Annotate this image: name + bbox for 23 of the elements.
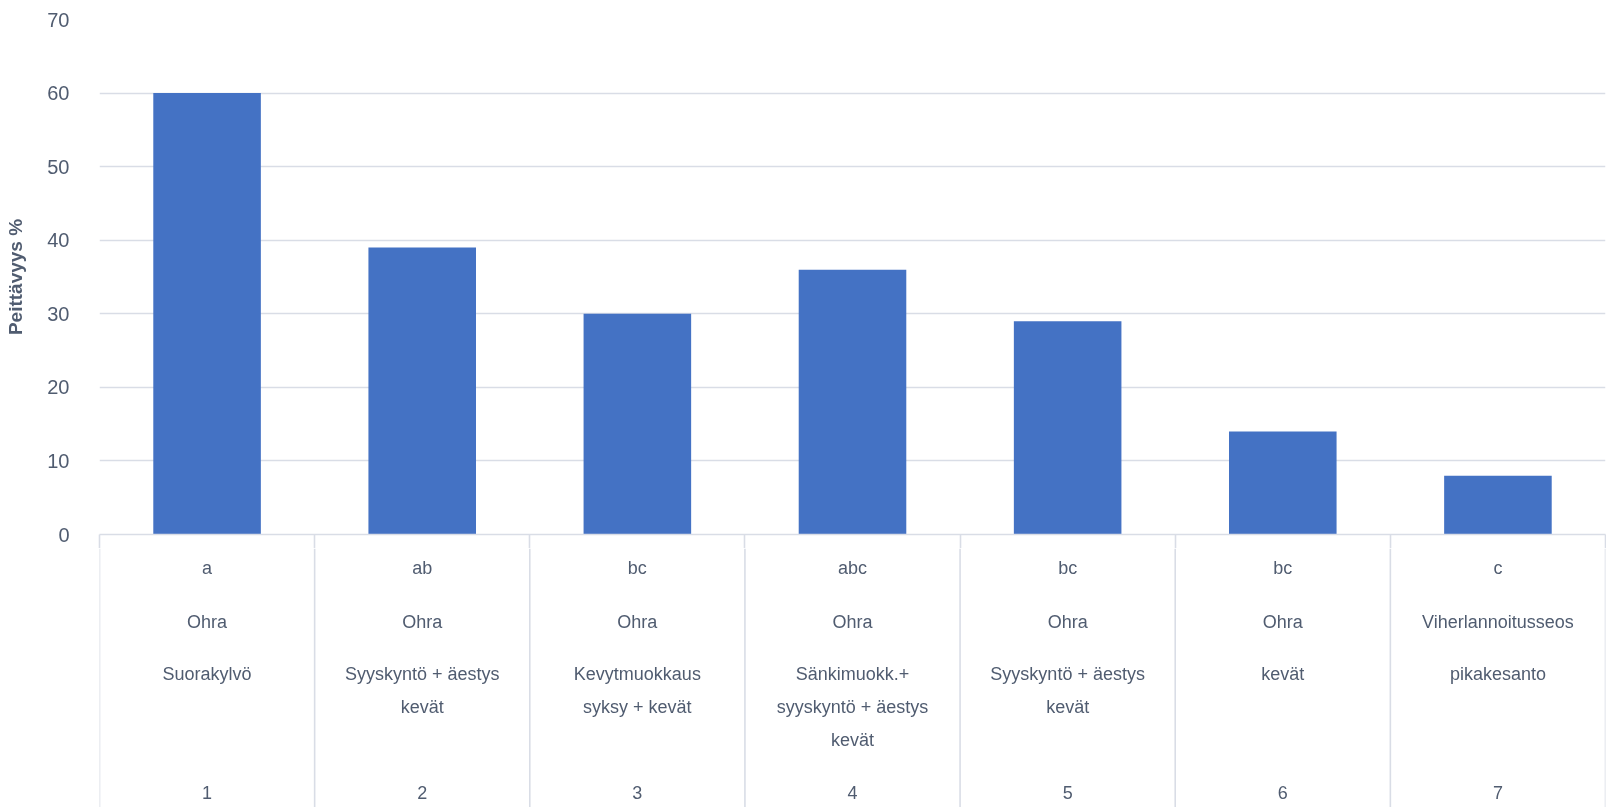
bar [1229, 431, 1337, 535]
y-tick-label: 40 [47, 229, 70, 252]
category-label: bc Ohra Kevytmuokkaus syksy + kevät 3 [573, 557, 701, 803]
bar [798, 269, 907, 535]
bar [153, 93, 261, 535]
bar [583, 313, 692, 535]
bar [1013, 321, 1122, 535]
y-tick-label: 10 [47, 449, 70, 472]
category-label: bc Ohra kevät 6 [1261, 557, 1305, 803]
category-label: abc Ohra Sänkimuokk.+ syyskyntö + äestys kevät 4 [776, 557, 929, 803]
bar [368, 247, 476, 535]
y-tick-label: 70 [47, 8, 70, 31]
category-label: ab Ohra Syyskyntö + äestys kevät 2 [344, 557, 500, 803]
y-tick-label: 20 [47, 376, 70, 399]
y-tick-label: 50 [47, 155, 70, 178]
y-axis-title: Peittävyys % [5, 218, 27, 336]
category-label: c Viherlannoitusseos pikakesanto 7 [1422, 557, 1574, 803]
category-label: a Ohra Suorakylvö 1 [162, 557, 252, 803]
y-tick-label: 30 [47, 302, 70, 325]
y-tick-label: 60 [47, 82, 70, 105]
y-tick-label: 0 [58, 523, 70, 546]
bar [1444, 475, 1552, 535]
category-label: bc Ohra Syyskyntö + äestys kevät 5 [990, 557, 1145, 803]
